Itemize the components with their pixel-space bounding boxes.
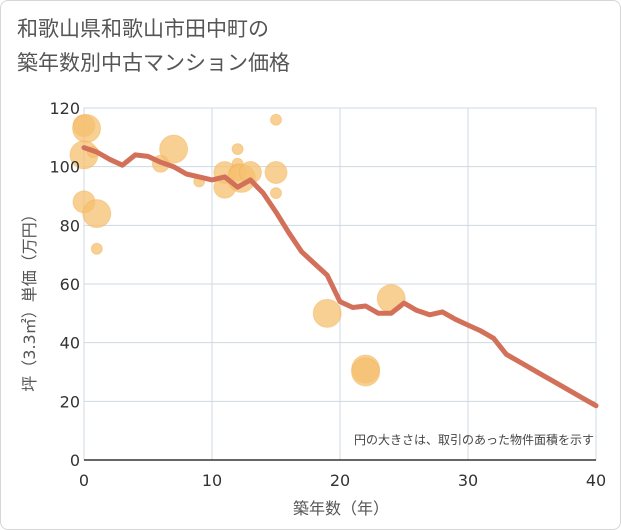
bubble-point bbox=[159, 134, 189, 164]
x-tick-label: 30 bbox=[458, 471, 478, 490]
y-tick-label: 0 bbox=[70, 451, 80, 470]
bubble-point bbox=[351, 357, 381, 387]
chart-title: 和歌山県和歌山市田中町の 築年数別中古マンション価格 bbox=[17, 12, 290, 80]
x-tick-label: 0 bbox=[79, 471, 89, 490]
size-annotation: 円の大きさは、取引のあった物件面積を示す bbox=[354, 432, 594, 447]
x-axis-label: 築年数（年） bbox=[293, 499, 389, 518]
y-axis-label: 坪（3.3㎡）単価（万円） bbox=[20, 206, 39, 391]
bubble-point bbox=[82, 199, 112, 229]
x-tick-label: 40 bbox=[586, 471, 606, 490]
grid-lines bbox=[83, 107, 597, 461]
bubble-point bbox=[72, 114, 102, 144]
y-tick-labels: 0 20 40 60 80 100 120 bbox=[49, 99, 80, 470]
bubble-point bbox=[270, 187, 282, 200]
trend-line bbox=[81, 145, 599, 409]
bubble-point bbox=[238, 161, 262, 185]
bubble-point bbox=[312, 298, 342, 328]
x-tick-label: 10 bbox=[202, 471, 222, 490]
bubble-point bbox=[231, 143, 244, 156]
y-tick-label: 100 bbox=[49, 158, 80, 177]
bubble-point bbox=[264, 161, 288, 185]
bubble-point bbox=[270, 113, 282, 126]
x-tick-labels: 0 10 20 30 40 bbox=[79, 471, 606, 490]
y-tick-label: 60 bbox=[60, 275, 80, 294]
y-tick-label: 40 bbox=[60, 334, 80, 353]
y-tick-label: 120 bbox=[49, 99, 80, 118]
y-tick-label: 80 bbox=[60, 216, 80, 235]
x-tick-label: 20 bbox=[330, 471, 350, 490]
bubble-series bbox=[69, 113, 406, 387]
chart-title-line-1: 和歌山県和歌山市田中町の bbox=[17, 17, 269, 41]
bubble-point bbox=[90, 242, 103, 255]
chart-title-line-2: 築年数別中古マンション価格 bbox=[17, 51, 290, 75]
y-tick-label: 20 bbox=[60, 392, 80, 411]
